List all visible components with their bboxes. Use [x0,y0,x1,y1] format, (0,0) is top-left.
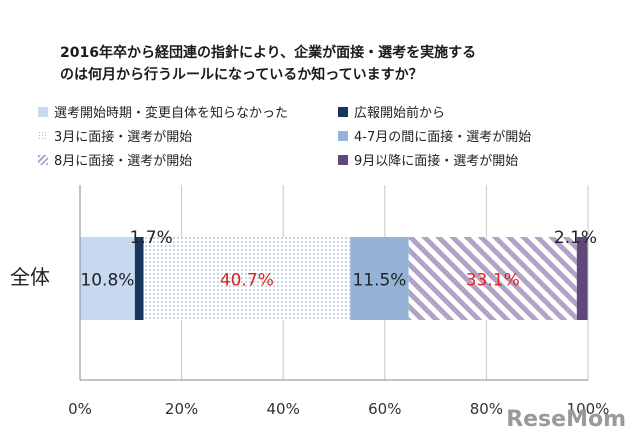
chart-title-line-1: 2016年卒から経団連の指針により、企業が面接・選考を実施する [60,45,477,61]
legend-label-march: 3月に面接・選考が開始 [54,130,193,145]
bar-segment-4 [408,237,577,320]
legend-swatch-september [338,154,348,165]
bar-segment-3 [350,237,409,320]
data-label-0: 10.8% [80,271,134,291]
chart-legend: 選考開始時期・変更自体を知らなかった 広報開始前から 3月に面接・選考が開始 4… [0,0,640,180]
bar-segment-5 [576,237,588,320]
chart-title: 2016年卒から経団連の指針により、企業が面接・選考を実施する のは何月から行う… [60,42,620,86]
data-label-3: 11.5% [352,271,406,291]
legend-item-march: 3月に面接・選考が開始 [38,126,192,145]
x-tick-label: 60% [368,400,401,418]
legend-label-unaware: 選考開始時期・変更自体を知らなかった [54,106,289,121]
legend-label-before-pr: 広報開始前から [354,106,446,121]
legend-item-apr-jul: 4-7月の間に面接・選考が開始 [338,126,531,145]
x-tick-label: 80% [470,400,503,418]
data-labels: 10.8% 1.7% 40.7% 11.5% 33.1% 2.1% [80,228,597,291]
x-axis: 0% 20% 40% 60% 80% 100% [68,185,609,418]
data-label-4: 33.1% [466,271,520,291]
x-tick-label: 0% [68,400,92,418]
bar-segment-1 [134,237,144,320]
x-tick-label: 40% [267,400,300,418]
legend-item-september: 9月以降に面接・選考が開始 [338,150,518,169]
legend-swatch-august [38,154,48,165]
x-tick-label: 20% [165,400,198,418]
bar-segment-0 [80,237,135,320]
legend-label-august: 8月に面接・選考が開始 [54,154,193,169]
watermark-logo: ReseMom [506,407,626,432]
data-label-2: 40.7% [220,271,274,291]
data-label-1: 1.7% [130,228,173,248]
chart-title-line-2: のは何月から行うルールになっているか知っていますか？ [60,67,423,83]
bar-segments [80,237,588,320]
legend-item-unaware: 選考開始時期・変更自体を知らなかった [38,102,288,121]
legend-swatch-before-pr [338,106,348,117]
legend-label-apr-jul: 4-7月の間に面接・選考が開始 [354,130,532,145]
legend-label-september: 9月以降に面接・選考が開始 [354,154,519,169]
legend-swatch-march [38,130,48,141]
legend-swatch-unaware [38,106,48,117]
legend-item-before-pr: 広報開始前から [338,102,445,121]
legend-item-august: 8月に面接・選考が開始 [38,150,192,169]
category-label: 全体 [10,265,50,289]
legend-swatch-apr-jul [338,130,348,141]
bar-segment-2 [143,237,351,320]
x-tick-label: 100% [567,400,610,418]
data-label-5: 2.1% [554,228,597,248]
